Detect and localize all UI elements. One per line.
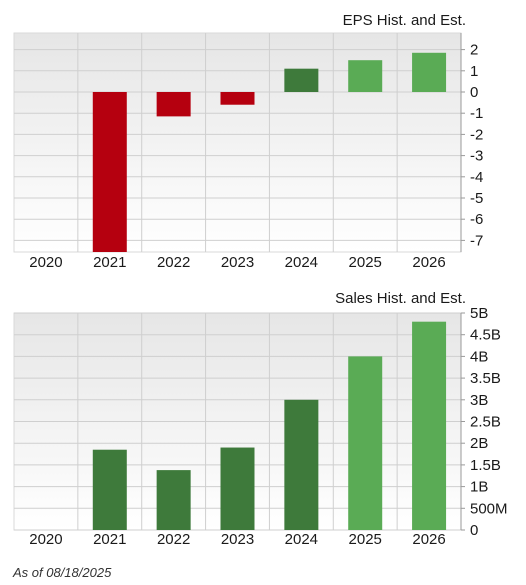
y-tick-label: 1 [470, 63, 478, 80]
y-tick-label: 0 [470, 522, 478, 539]
bar-2026 [412, 321, 447, 530]
bar-2022 [156, 92, 191, 117]
x-tick-label: 2026 [412, 531, 445, 548]
x-tick-label: 2021 [93, 531, 126, 548]
bar-2024 [284, 399, 319, 530]
y-tick-label: 2B [470, 435, 488, 452]
y-tick-label: 0 [470, 84, 478, 101]
y-tick-label: 1.5B [470, 457, 501, 474]
bar-2024 [284, 68, 319, 92]
x-tick-label: 2020 [29, 254, 62, 271]
x-tick-label: 2025 [349, 531, 382, 548]
bar-2023 [220, 447, 255, 530]
y-tick-label: 3B [470, 392, 488, 409]
plot-background [13, 32, 462, 253]
bar-2023 [220, 92, 255, 105]
as-of-date: As of 08/18/2025 [13, 565, 112, 580]
y-tick-label: 500M [470, 500, 508, 517]
x-tick-label: 2023 [221, 531, 254, 548]
x-tick-label: 2025 [349, 254, 382, 271]
y-tick-label: -2 [470, 126, 483, 143]
x-tick-label: 2024 [285, 254, 318, 271]
y-tick-label: -4 [470, 169, 483, 186]
x-tick-label: 2021 [93, 254, 126, 271]
y-tick-label: 4B [470, 348, 488, 365]
bar-2022 [156, 470, 191, 530]
x-tick-label: 2026 [412, 254, 445, 271]
eps-chart: 2 1 0 -1 -2 -3 -4 -5 -6 -7 2020 2021 2022 2023 2024 202… [13, 12, 483, 271]
y-tick-label: 2.5B [470, 414, 501, 431]
y-tick-label: -3 [470, 148, 483, 165]
bar-2021 [92, 449, 127, 530]
sales-chart: 5B 4.5B 4B 3.5B 3B 2.5B 2B 1.5B 1B 500M 0 2020 2021 2… [13, 290, 508, 548]
chart-title: Sales Hist. and Est. [335, 290, 466, 307]
y-tick-label: 2 [470, 42, 478, 59]
bar-2021 [92, 92, 127, 252]
y-tick-label: -1 [470, 105, 483, 122]
y-tick-label: -7 [470, 232, 483, 249]
y-tick-label: 5B [470, 305, 488, 322]
x-tick-label: 2020 [29, 531, 62, 548]
y-tick-label: -6 [470, 211, 483, 228]
x-tick-label: 2022 [157, 531, 190, 548]
x-tick-label: 2022 [157, 254, 190, 271]
y-tick-label: 1B [470, 479, 488, 496]
bar-2026 [412, 52, 447, 92]
chart-title: EPS Hist. and Est. [343, 12, 466, 29]
y-tick-label: 4.5B [470, 327, 501, 344]
x-tick-label: 2023 [221, 254, 254, 271]
bar-2025 [348, 356, 383, 530]
y-tick-label: 3.5B [470, 370, 501, 387]
y-tick-label: -5 [470, 190, 483, 207]
x-tick-label: 2024 [285, 531, 318, 548]
bar-2025 [348, 60, 383, 92]
